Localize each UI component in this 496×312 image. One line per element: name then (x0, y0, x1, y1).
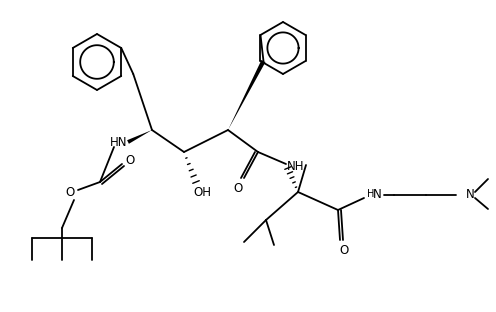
Text: N: N (372, 188, 381, 202)
Text: O: O (339, 243, 349, 256)
Text: OH: OH (193, 186, 211, 198)
Polygon shape (228, 60, 265, 130)
Text: O: O (234, 182, 243, 194)
Text: NH: NH (287, 159, 305, 173)
Text: HN: HN (110, 135, 128, 149)
Text: N: N (466, 188, 474, 201)
Text: H: H (368, 189, 374, 199)
Polygon shape (127, 130, 152, 144)
Text: O: O (125, 154, 134, 167)
Text: O: O (65, 187, 74, 199)
